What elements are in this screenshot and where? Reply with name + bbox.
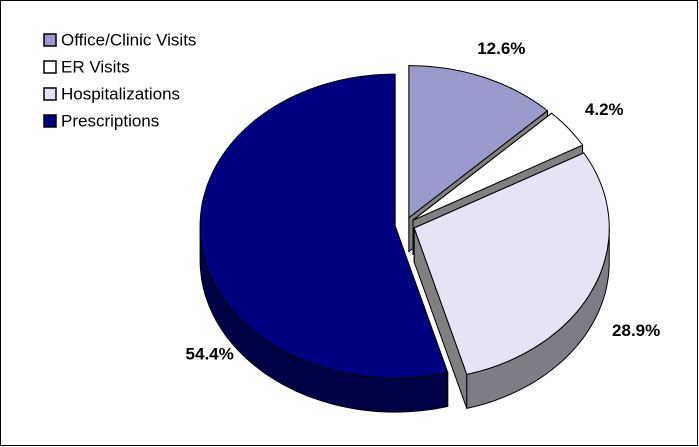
data-label: 4.2% [585,100,624,119]
legend-label: Office/Clinic Visits [61,30,196,49]
slice [413,152,610,375]
data-label: 28.9% [612,321,660,340]
legend-swatch [43,87,57,101]
data-label: 54.4% [186,344,234,363]
slice [199,73,449,379]
legend-swatch [43,60,57,74]
legend-label: ER Visits [61,57,130,76]
legend-swatch [43,33,57,47]
legend-label: Prescriptions [61,111,159,130]
legend-swatch [43,114,57,128]
slice [408,65,549,219]
slice [412,112,584,221]
legend-label: Hospitalizations [61,84,180,103]
data-label: 12.6% [477,39,525,58]
